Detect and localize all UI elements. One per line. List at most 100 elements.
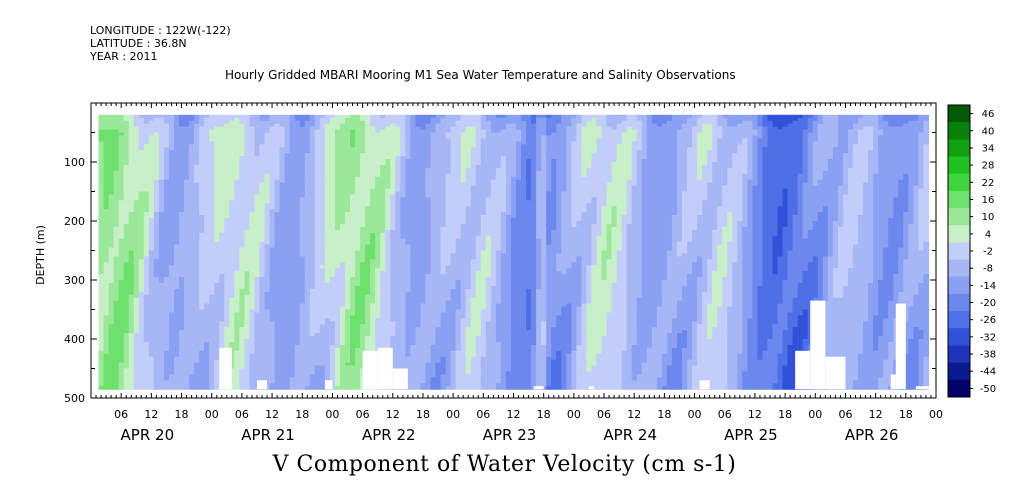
heatmap-cell: [138, 221, 145, 225]
heatmap-cell: [113, 191, 120, 196]
heatmap-cell: [194, 185, 200, 190]
heatmap-cell: [184, 359, 190, 364]
heatmap-cell: [108, 194, 115, 198]
heatmap-cell: [153, 359, 160, 364]
heatmap-cell: [194, 282, 200, 287]
heatmap-cell: [158, 271, 165, 275]
heatmap-cell: [108, 221, 115, 225]
heatmap-cell: [209, 277, 215, 281]
heatmap-cell: [103, 215, 110, 219]
heatmap-cell: [194, 164, 200, 169]
heatmap-cell: [138, 347, 145, 352]
heatmap-cell: [173, 259, 180, 263]
heatmap-cell: [199, 362, 205, 367]
heatmap-cell: [153, 356, 160, 361]
heatmap-cell: [199, 277, 205, 281]
heatmap-cell: [199, 297, 205, 302]
heatmap-cell: [118, 386, 125, 390]
heatmap-cell: [148, 306, 155, 311]
heatmap-cell: [128, 167, 135, 172]
heatmap-cell: [189, 327, 195, 331]
heatmap-cell: [179, 203, 185, 207]
heatmap-cell: [173, 327, 180, 331]
heatmap-cell: [98, 223, 105, 228]
heatmap-cell: [108, 318, 115, 322]
heatmap-cell: [173, 212, 180, 216]
heatmap-cell: [128, 277, 135, 281]
heatmap-cell: [204, 182, 210, 187]
heatmap-cell: [118, 167, 125, 172]
heatmap-cell: [168, 368, 175, 373]
heatmap-cell: [143, 162, 150, 166]
heatmap-cell: [158, 138, 165, 142]
heatmap-cell: [179, 244, 185, 249]
heatmap-cell: [173, 129, 180, 134]
heatmap-cell: [153, 300, 160, 305]
heatmap-cell: [163, 265, 170, 269]
heatmap-cell: [143, 265, 150, 269]
heatmap-cell: [128, 356, 135, 361]
heatmap-cell: [204, 221, 210, 225]
heatmap-cell: [138, 359, 145, 364]
heatmap-cell: [103, 226, 110, 231]
heatmap-cell: [98, 318, 105, 322]
heatmap-cell: [108, 212, 115, 216]
heatmap-cell: [179, 147, 185, 151]
heatmap-cell: [118, 271, 125, 275]
heatmap-cell: [113, 132, 120, 137]
heatmap-cell: [189, 156, 195, 160]
heatmap-cell: [138, 306, 145, 311]
heatmap-cell: [118, 241, 125, 246]
heatmap-cell: [128, 330, 135, 334]
heatmap-cell: [148, 229, 155, 234]
heatmap-cell: [153, 141, 160, 145]
heatmap-cell: [133, 262, 140, 266]
heatmap-cell: [184, 324, 190, 328]
heatmap-cell: [143, 271, 150, 275]
heatmap-cell: [113, 282, 120, 287]
heatmap-cell: [153, 120, 160, 125]
heatmap-cell: [184, 173, 190, 178]
heatmap-cell: [158, 362, 165, 367]
heatmap-cell: [123, 235, 130, 240]
heatmap-cell: [108, 209, 115, 213]
heatmap-cell: [123, 232, 130, 237]
heatmap-cell: [138, 182, 145, 187]
heatmap-cell: [179, 288, 185, 293]
heatmap-cell: [209, 147, 215, 151]
heatmap-cell: [179, 359, 185, 364]
heatmap-cell: [148, 126, 155, 131]
heatmap-cell: [179, 232, 185, 237]
heatmap-cell: [158, 265, 165, 269]
heatmap-cell: [153, 315, 160, 319]
heatmap-cell: [108, 362, 115, 367]
heatmap-cell: [108, 377, 115, 381]
heatmap-cell: [209, 256, 215, 260]
heatmap-cell: [148, 350, 155, 355]
heatmap-cell: [133, 383, 140, 387]
heatmap-cell: [148, 386, 155, 390]
heatmap-cell: [194, 303, 200, 308]
heatmap-cell: [143, 179, 150, 184]
heatmap-cell: [173, 271, 180, 275]
heatmap-cell: [163, 303, 170, 308]
heatmap-cell: [299, 386, 306, 390]
heatmap-cell: [194, 383, 200, 387]
heatmap-cell: [143, 200, 150, 204]
heatmap-cell: [163, 206, 170, 210]
heatmap-cell: [143, 344, 150, 349]
heatmap-cell: [98, 129, 105, 134]
heatmap-cell: [209, 250, 215, 255]
heatmap-cell: [143, 170, 150, 175]
heatmap-cell: [123, 350, 130, 355]
heatmap-cell: [189, 191, 195, 196]
heatmap-cell: [163, 185, 170, 190]
heatmap-cell: [128, 274, 135, 278]
heatmap-cell: [168, 356, 175, 361]
heatmap-cell: [113, 288, 120, 293]
heatmap-cell: [103, 150, 110, 154]
heatmap-cell: [163, 268, 170, 272]
heatmap-cell: [199, 244, 205, 249]
heatmap-cell: [163, 191, 170, 196]
heatmap-cell: [148, 256, 155, 260]
